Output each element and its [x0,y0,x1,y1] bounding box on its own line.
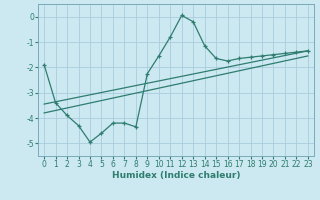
X-axis label: Humidex (Indice chaleur): Humidex (Indice chaleur) [112,171,240,180]
